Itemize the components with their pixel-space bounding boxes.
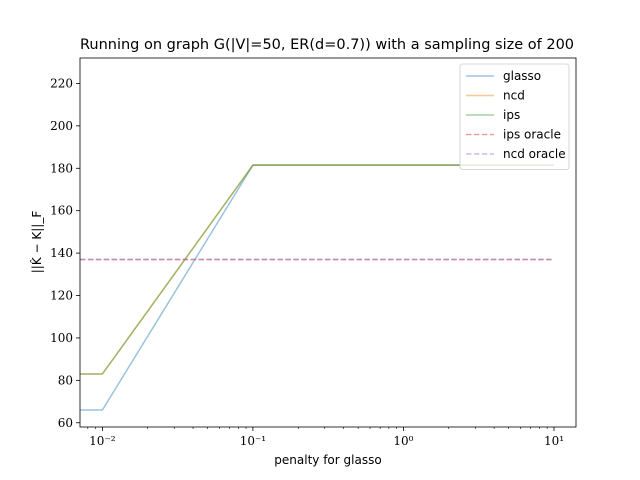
- plot-area: [79, 57, 577, 428]
- legend-label: ncd: [503, 89, 525, 103]
- legend-label: glasso: [503, 69, 541, 83]
- y-tick-label: 80: [58, 373, 73, 387]
- x-axis-label: penalty for glasso: [274, 453, 381, 467]
- x-tick-label: 10⁻²: [89, 434, 116, 448]
- series-line-glasso: [80, 164, 554, 411]
- y-tick-label: 60: [58, 416, 73, 430]
- series-line-ips: [80, 164, 554, 375]
- series-layer: [80, 164, 554, 411]
- legend-box: [459, 63, 570, 170]
- x-tick-label: 10⁻¹: [240, 434, 266, 448]
- y-tick-label: 140: [50, 246, 73, 260]
- x-axis-ticks: 10⁻² 10⁻¹ 10⁰ 10¹: [87, 427, 564, 448]
- x-tick-label: 10⁰: [393, 434, 413, 448]
- y-tick-label: 180: [50, 161, 73, 175]
- series-line-ncd: [80, 164, 554, 375]
- y-tick-label: 100: [50, 331, 73, 345]
- legend-label: ncd oracle: [503, 147, 566, 161]
- legend-label: ips oracle: [503, 128, 561, 142]
- y-tick-label: 200: [50, 119, 73, 133]
- plot-frame: [79, 57, 577, 428]
- y-axis-label: ||K̂ − K||_F: [30, 211, 44, 274]
- y-tick-label: 160: [50, 204, 73, 218]
- y-tick-label: 120: [50, 289, 73, 303]
- y-axis-ticks: 60 80 100 120 140 160 180 200 220: [50, 76, 80, 430]
- legend: glasso ncd ips ips oracle ncd oracle: [459, 63, 570, 170]
- x-tick-label: 10¹: [544, 434, 564, 448]
- y-tick-label: 220: [50, 76, 73, 90]
- chart-title: Running on graph G(|V|=50, ER(d=0.7)) wi…: [80, 37, 574, 53]
- legend-label: ips: [503, 108, 520, 122]
